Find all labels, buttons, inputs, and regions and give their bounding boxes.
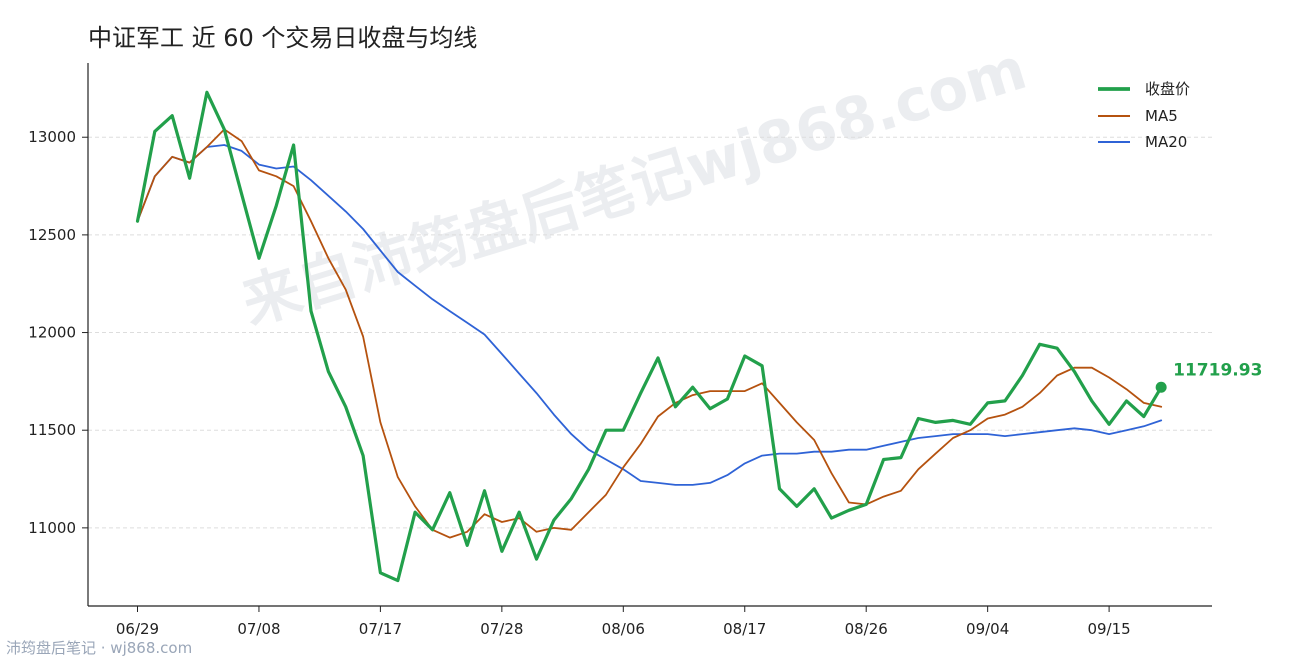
legend-label-ma20: MA20 (1145, 133, 1187, 151)
x-tick-label: 09/04 (966, 620, 1009, 638)
chart-title: 中证军工 近 60 个交易日收盘与均线 (88, 24, 478, 52)
y-tick-label: 12000 (28, 324, 76, 342)
axes (87, 63, 1212, 607)
series-line-ma5 (136, 128, 1163, 539)
watermark-text: 来自沛筠盘后笔记wj868.com (234, 34, 1033, 337)
x-tick-label: 09/15 (1087, 620, 1130, 638)
y-tick-label: 12500 (28, 226, 76, 244)
x-tick-label: 07/08 (237, 620, 280, 638)
series-line-close-price (135, 90, 1163, 583)
y-ticks: 11000 11500 12000 12500 13000 (28, 128, 88, 537)
series-lines: 11719.93 (135, 90, 1262, 583)
x-tick-label: 08/26 (845, 620, 888, 638)
x-tick-label: 08/17 (723, 620, 766, 638)
x-tick-label: 06/29 (116, 620, 159, 638)
last-close-label: 11719.93 (1173, 360, 1262, 380)
legend-label-close-price: 收盘价 (1145, 80, 1190, 98)
y-tick-label: 13000 (28, 128, 76, 146)
x-ticks: 06/29 07/08 07/17 07/28 08/06 08/17 08/26 09/04… (116, 606, 1131, 638)
x-tick-label: 07/17 (359, 620, 402, 638)
legend: 收盘价 MA5 MA20 (1098, 80, 1190, 151)
series-line-ma20 (136, 144, 1163, 486)
corner-watermark: 沛筠盘后笔记 · wj868.com (6, 639, 193, 657)
x-tick-label: 08/06 (602, 620, 645, 638)
legend-label-ma5: MA5 (1145, 107, 1178, 125)
last-close-point (1155, 381, 1167, 393)
y-tick-label: 11500 (28, 421, 76, 439)
x-tick-label: 07/28 (480, 620, 523, 638)
y-tick-label: 11000 (28, 519, 76, 537)
